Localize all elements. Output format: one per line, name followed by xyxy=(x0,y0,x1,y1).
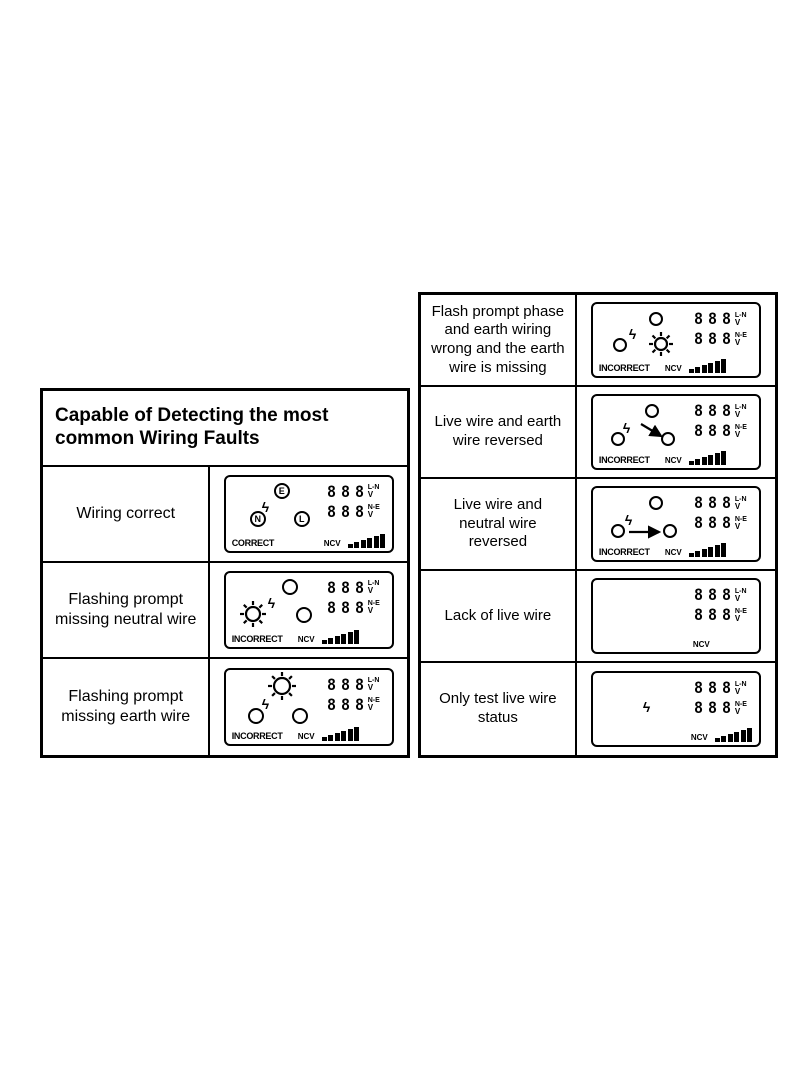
digits: L-NV N-EV xyxy=(693,679,755,719)
ncv-label: NCV xyxy=(665,364,682,373)
bolt-icon: ϟ xyxy=(643,699,650,715)
table-row: Only test live wire status ϟ L-NV N-EV N… xyxy=(421,663,775,755)
right-table: Flash prompt phase and earth wiring wron… xyxy=(418,292,778,758)
ncv-label: NCV xyxy=(691,733,708,742)
table-row: Flash prompt phase and earth wiring wron… xyxy=(421,295,775,387)
sun-icon xyxy=(647,330,675,358)
lcd-wrap: L-NV N-EV NCV xyxy=(577,571,775,661)
ncv-label: NCV xyxy=(693,640,710,649)
status-label: INCORRECT xyxy=(599,363,650,373)
row-desc: Flash prompt phase and earth wiring wron… xyxy=(421,295,577,385)
status-label: CORRECT xyxy=(232,538,274,548)
arrow-icon xyxy=(599,400,699,460)
lcd-wrap: ϟ L-NV N-EV INCORRECT NCV xyxy=(210,563,407,657)
led-ring xyxy=(296,607,312,623)
lcd-panel: ϟ L-NV N-EV INCORRECT NCV xyxy=(591,394,761,470)
status-label: INCORRECT xyxy=(599,547,650,557)
digits: L-NV N-EV xyxy=(693,310,755,350)
digits: L-NV N-EV xyxy=(693,494,755,534)
ncv-label: NCV xyxy=(324,539,341,548)
lcd-wrap: ϟ L-NV N-EV INCORRECT NCV xyxy=(210,659,407,755)
row-desc: Flashing prompt missing neutral wire xyxy=(43,563,210,657)
row-desc: Flashing prompt missing earth wire xyxy=(43,659,210,755)
digits: L-NV N-EV xyxy=(693,402,755,442)
lcd-wrap: ϟ L-NV N-EV INCORRECT NCV xyxy=(577,295,775,385)
lcd-wrap: ϟ L-NV N-EV NCV xyxy=(577,663,775,755)
led-ring xyxy=(248,708,264,724)
table-title: Capable of Detecting the most common Wir… xyxy=(43,391,407,467)
led-ring: L xyxy=(294,511,310,527)
led-ring xyxy=(292,708,308,724)
lcd-wrap: EϟNL L-NV N-EV CORRECT NCV xyxy=(210,467,407,561)
sun-icon xyxy=(266,670,298,702)
lcd-panel: ϟ L-NV N-EV INCORRECT NCV xyxy=(224,571,394,649)
bolt-icon: ϟ xyxy=(268,595,275,611)
digits: L-NV N-EV xyxy=(693,586,755,626)
table-row: Flashing prompt missing neutral wire ϟ L… xyxy=(43,563,407,659)
lcd-panel: ϟ L-NV N-EV INCORRECT NCV xyxy=(591,302,761,378)
led-ring xyxy=(613,338,627,352)
ncv-label: NCV xyxy=(665,456,682,465)
ncv-label: NCV xyxy=(298,635,315,644)
digits: L-NV N-EV xyxy=(326,579,388,619)
row-desc: Only test live wire status xyxy=(421,663,577,755)
row-desc: Live wire and earth wire reversed xyxy=(421,387,577,477)
lcd-panel: L-NV N-EV NCV xyxy=(591,578,761,654)
ncv-label: NCV xyxy=(298,732,315,741)
led-ring: E xyxy=(274,483,290,499)
status-label: INCORRECT xyxy=(232,731,283,741)
sun-icon xyxy=(238,599,268,629)
row-desc: Live wire and neutral wire reversed xyxy=(421,479,577,569)
lcd-wrap: ϟ L-NV N-EV INCORRECT NCV xyxy=(577,387,775,477)
table-row: Wiring correct EϟNL L-NV N-EV CORRECT NC… xyxy=(43,467,407,563)
bolt-icon: ϟ xyxy=(262,696,269,712)
bolt-icon: ϟ xyxy=(629,326,636,342)
table-row: Flashing prompt missing earth wire ϟ L-N… xyxy=(43,659,407,755)
status-label: INCORRECT xyxy=(232,634,283,644)
status-label: INCORRECT xyxy=(599,455,650,465)
lcd-panel: EϟNL L-NV N-EV CORRECT NCV xyxy=(224,475,394,553)
row-desc: Wiring correct xyxy=(43,467,210,561)
ncv-label: NCV xyxy=(665,548,682,557)
table-row: Live wire and neutral wire reversed ϟ L-… xyxy=(421,479,775,571)
lcd-panel: ϟ L-NV N-EV INCORRECT NCV xyxy=(591,486,761,562)
lcd-panel: ϟ L-NV N-EV INCORRECT NCV xyxy=(224,668,394,746)
table-row: Live wire and earth wire reversed ϟ L-NV… xyxy=(421,387,775,479)
arrow-icon xyxy=(599,492,699,552)
digits: L-NV N-EV xyxy=(326,676,388,716)
lcd-panel: ϟ L-NV N-EV NCV xyxy=(591,671,761,747)
led-ring xyxy=(649,312,663,326)
left-table: Capable of Detecting the most common Wir… xyxy=(40,388,410,758)
led-ring xyxy=(282,579,298,595)
led-ring: N xyxy=(250,511,266,527)
row-desc: Lack of live wire xyxy=(421,571,577,661)
lcd-wrap: ϟ L-NV N-EV INCORRECT NCV xyxy=(577,479,775,569)
table-row: Lack of live wire L-NV N-EV NCV xyxy=(421,571,775,663)
digits: L-NV N-EV xyxy=(326,483,388,523)
